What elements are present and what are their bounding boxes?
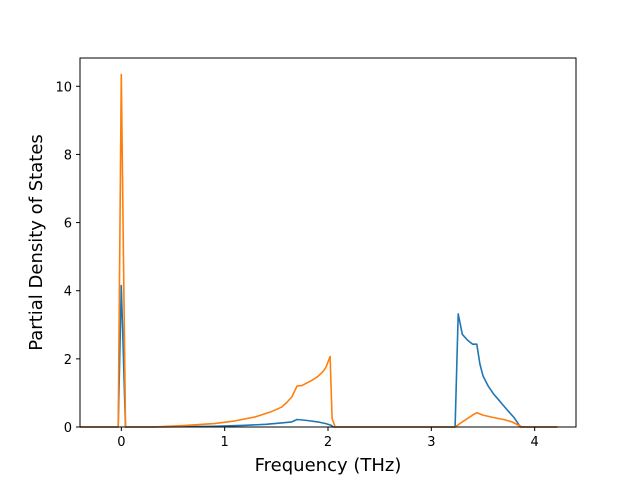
x-tick-label: 0 (117, 435, 125, 450)
y-tick-label: 4 (64, 285, 72, 300)
plot-frame (79, 57, 577, 428)
y-axis-label: Partial Density of States (26, 134, 47, 351)
plot-lines (80, 73, 558, 428)
y-tick-label: 2 (64, 353, 72, 368)
x-axis-ticks: 0 1 2 3 4 (117, 427, 539, 450)
y-tick-label: 8 (64, 148, 72, 163)
y-axis-ticks: 0 2 4 6 8 10 (55, 80, 80, 436)
x-tick-label: 1 (221, 435, 229, 450)
x-tick-label: 3 (427, 435, 435, 450)
x-axis-label: Frequency (THz) (255, 455, 402, 476)
series-line-1 (80, 284, 558, 428)
x-tick-label: 4 (531, 435, 539, 450)
y-tick-label: 6 (64, 217, 72, 232)
y-tick-label: 0 (64, 421, 72, 436)
series-line-2 (80, 73, 558, 428)
y-tick-label: 10 (55, 80, 72, 95)
x-tick-label: 2 (324, 435, 332, 450)
